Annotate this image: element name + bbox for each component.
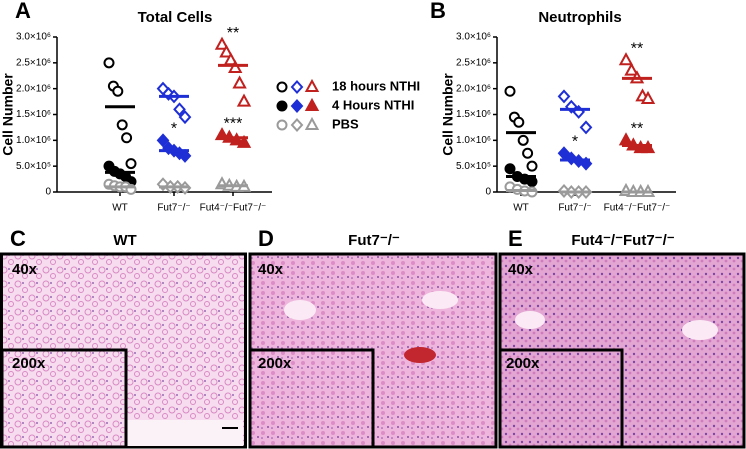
x-tick-label: Fut4⁻/⁻Fut7⁻/⁻	[200, 203, 267, 214]
panel-letter: D	[258, 226, 274, 251]
inset-image	[248, 348, 375, 449]
data-point	[504, 163, 516, 175]
data-point	[579, 120, 593, 135]
magnification-label: 200x	[258, 355, 292, 372]
legend-marker	[290, 80, 304, 94]
panel-title: WT	[113, 232, 136, 249]
x-tick-label: WT	[513, 203, 529, 214]
data-point	[504, 85, 516, 97]
significance-label: *	[572, 133, 578, 150]
data-point	[229, 132, 244, 146]
data-point	[156, 133, 170, 148]
significance-label: *	[171, 121, 177, 138]
panel-letter: B	[430, 0, 446, 23]
legend-marker	[276, 81, 288, 93]
legend-marker	[304, 116, 320, 130]
panel-title: Fut4⁻/⁻Fut7⁻/⁻	[571, 232, 674, 249]
inset-image	[0, 348, 128, 449]
data-point	[526, 160, 538, 172]
y-tick-label: 0	[485, 187, 491, 198]
panel-letter: A	[15, 0, 31, 23]
legend-label: 4 Hours NTHI	[332, 97, 414, 112]
y-tick-label: 3.0×10⁶	[456, 32, 491, 43]
chart-title: Neutrophils	[538, 9, 621, 26]
magnification-label: 200x	[12, 355, 46, 372]
airway	[422, 291, 458, 309]
significance-label: ***	[224, 115, 243, 132]
data-point	[178, 110, 192, 125]
data-point	[121, 132, 133, 144]
airway	[682, 320, 718, 340]
panel-letter: C	[10, 226, 26, 251]
data-point	[579, 156, 593, 171]
legend-marker	[276, 100, 288, 112]
y-tick-label: 0	[45, 187, 51, 198]
data-point	[228, 59, 243, 73]
legend-marker	[304, 97, 320, 111]
significance-label: **	[227, 25, 239, 42]
panel-title: Fut7⁻/⁻	[348, 232, 400, 249]
data-point	[526, 186, 538, 198]
y-tick-label: 5.0×10⁵	[456, 161, 491, 172]
magnification-label: 200x	[506, 355, 540, 372]
significance-label: **	[631, 40, 643, 57]
data-point	[526, 176, 538, 188]
data-point	[618, 52, 634, 66]
y-axis-label: Cell Number	[440, 73, 456, 156]
y-tick-label: 1.0×10⁶	[456, 135, 491, 146]
data-point	[112, 85, 124, 97]
data-point	[517, 134, 529, 146]
data-point	[640, 140, 656, 154]
y-tick-label: 5.0×10⁵	[16, 161, 51, 172]
legend-marker	[290, 99, 304, 113]
y-tick-label: 2.5×10⁶	[16, 57, 51, 68]
magnification-label: 40x	[508, 261, 534, 278]
y-tick-label: 1.5×10⁶	[456, 109, 491, 120]
significance-label: **	[631, 121, 643, 138]
y-tick-label: 3.0×10⁶	[16, 32, 51, 43]
data-point	[173, 102, 186, 117]
y-tick-label: 1.5×10⁶	[16, 109, 51, 120]
magnification-label: 40x	[12, 261, 38, 278]
data-point	[236, 93, 252, 107]
data-point	[640, 90, 656, 104]
data-point	[178, 148, 192, 163]
legend-marker	[290, 118, 304, 132]
legend-label: 18 hours NTHI	[332, 78, 420, 93]
data-point	[236, 134, 252, 148]
data-point	[116, 119, 128, 131]
panel-letter: E	[508, 226, 523, 251]
y-tick-label: 1.0×10⁶	[16, 135, 51, 146]
y-tick-label: 2.0×10⁶	[456, 83, 491, 94]
x-tick-label: Fut7⁻/⁻	[558, 203, 591, 214]
airway	[284, 300, 316, 320]
data-point	[214, 36, 230, 50]
legend-marker	[304, 78, 320, 92]
y-axis-label: Cell Number	[0, 73, 16, 156]
y-tick-label: 2.5×10⁶	[456, 57, 491, 68]
y-tick-label: 2.0×10⁶	[16, 83, 51, 94]
x-tick-label: Fut4⁻/⁻Fut7⁻/⁻	[604, 203, 671, 214]
x-tick-label: WT	[112, 203, 128, 214]
data-point	[232, 75, 247, 89]
chart-title: Total Cells	[138, 9, 213, 26]
airway	[515, 311, 545, 329]
data-point	[522, 147, 534, 159]
data-point	[624, 62, 639, 76]
data-point	[557, 89, 571, 104]
x-tick-label: Fut7⁻/⁻	[157, 203, 190, 214]
data-point	[125, 158, 137, 170]
data-point	[513, 116, 525, 128]
data-point	[103, 57, 115, 69]
vessel	[404, 347, 436, 363]
data-point	[219, 44, 234, 58]
legend-marker	[276, 119, 288, 131]
legend-label: PBS	[332, 116, 359, 131]
magnification-label: 40x	[258, 261, 284, 278]
inset-image	[498, 348, 624, 449]
